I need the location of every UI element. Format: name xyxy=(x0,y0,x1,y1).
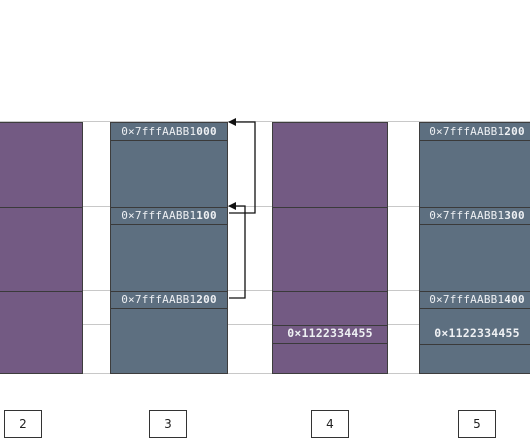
row-divider xyxy=(273,343,387,344)
address-band: 0×7fffAABB1200 xyxy=(111,291,227,309)
column-number-box: 3 xyxy=(149,410,187,438)
address-label: 0×7fffAABB1300 xyxy=(429,209,525,222)
stack-column-4: 0×1122334455 xyxy=(272,122,388,374)
column-number-box: 4 xyxy=(311,410,349,438)
row-divider xyxy=(420,344,530,345)
address-label: 0×7fffAABB1100 xyxy=(121,209,217,222)
pointer-arrow-200-to-100 xyxy=(228,202,246,299)
row-divider xyxy=(111,207,227,208)
stack-column-5: 0×7fffAABB1200 0×7fffAABB1300 0×7fffAABB… xyxy=(419,122,530,374)
address-label: 0×7fffAABB1200 xyxy=(429,125,525,138)
stack-column-2 xyxy=(0,122,83,374)
address-band: 0×7fffAABB1100 xyxy=(111,207,227,225)
address-band: 0×7fffAABB1300 xyxy=(420,207,530,225)
row-divider xyxy=(420,291,530,292)
value-label: 0×1122334455 xyxy=(434,326,520,340)
row-divider xyxy=(420,207,530,208)
address-label: 0×7fffAABB1400 xyxy=(429,293,525,306)
column-number-box: 2 xyxy=(4,410,42,438)
guide-line xyxy=(0,121,530,122)
address-band: 0×7fffAABB1400 xyxy=(420,291,530,309)
address-band: 0×7fffAABB1200 xyxy=(420,123,530,141)
row-divider xyxy=(273,291,387,292)
row-divider xyxy=(111,291,227,292)
column-number-box: 5 xyxy=(458,410,496,438)
address-band: 0×7fffAABB1000 xyxy=(111,123,227,141)
guide-line xyxy=(0,290,530,291)
guide-line xyxy=(0,373,530,374)
row-divider xyxy=(0,291,82,292)
pointer-arrow-100-to-000 xyxy=(228,118,256,214)
guide-line xyxy=(0,324,530,325)
guide-line xyxy=(0,206,530,207)
row-divider xyxy=(273,325,387,326)
value-label: 0×1122334455 xyxy=(287,326,373,340)
stack-column-3: 0×7fffAABB1000 0×7fffAABB1100 0×7fffAABB… xyxy=(110,122,228,374)
row-divider xyxy=(273,207,387,208)
address-label: 0×7fffAABB1200 xyxy=(121,293,217,306)
address-label: 0×7fffAABB1000 xyxy=(121,125,217,138)
row-divider xyxy=(0,207,82,208)
